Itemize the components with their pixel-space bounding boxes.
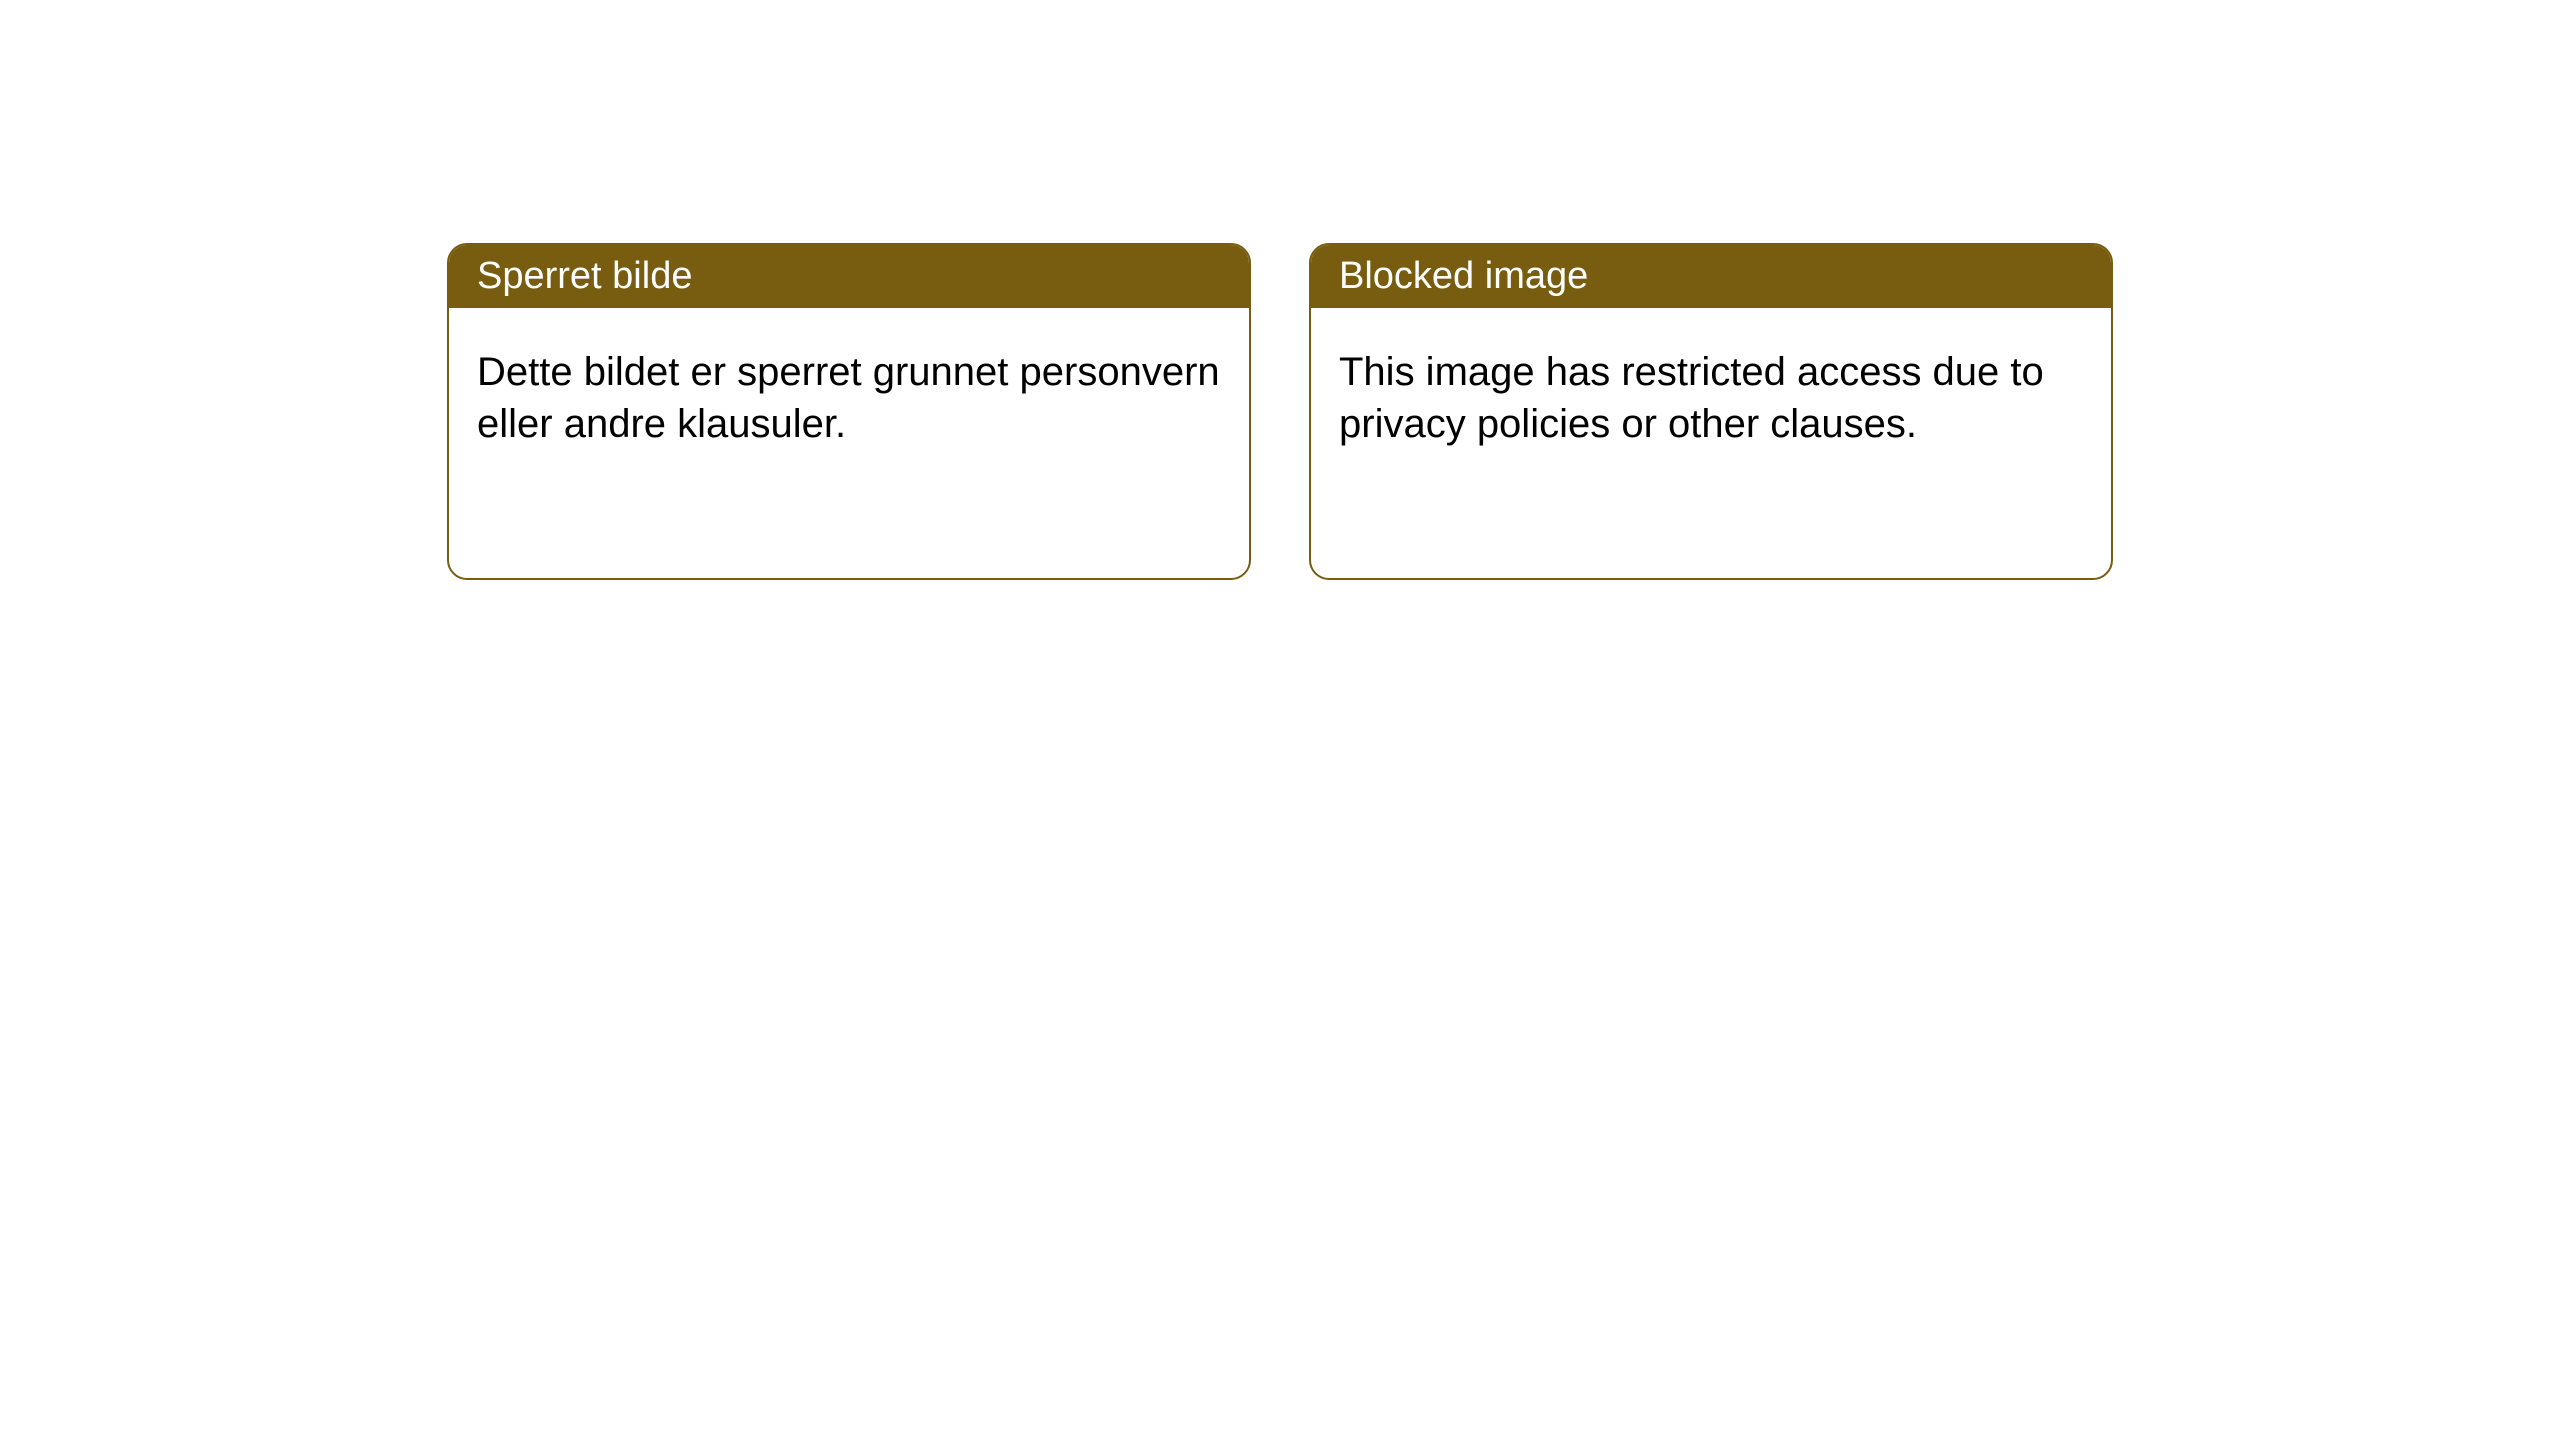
notice-header: Blocked image [1311,245,2111,308]
notice-text: This image has restricted access due to … [1339,350,2044,446]
notice-card-english: Blocked image This image has restricted … [1309,243,2113,580]
notice-header: Sperret bilde [449,245,1249,308]
notice-container: Sperret bilde Dette bildet er sperret gr… [447,243,2113,580]
notice-card-norwegian: Sperret bilde Dette bildet er sperret gr… [447,243,1251,580]
notice-title: Blocked image [1339,255,1588,297]
notice-body: This image has restricted access due to … [1311,308,2111,488]
notice-title: Sperret bilde [477,255,692,297]
notice-text: Dette bildet er sperret grunnet personve… [477,350,1220,446]
notice-body: Dette bildet er sperret grunnet personve… [449,308,1249,488]
